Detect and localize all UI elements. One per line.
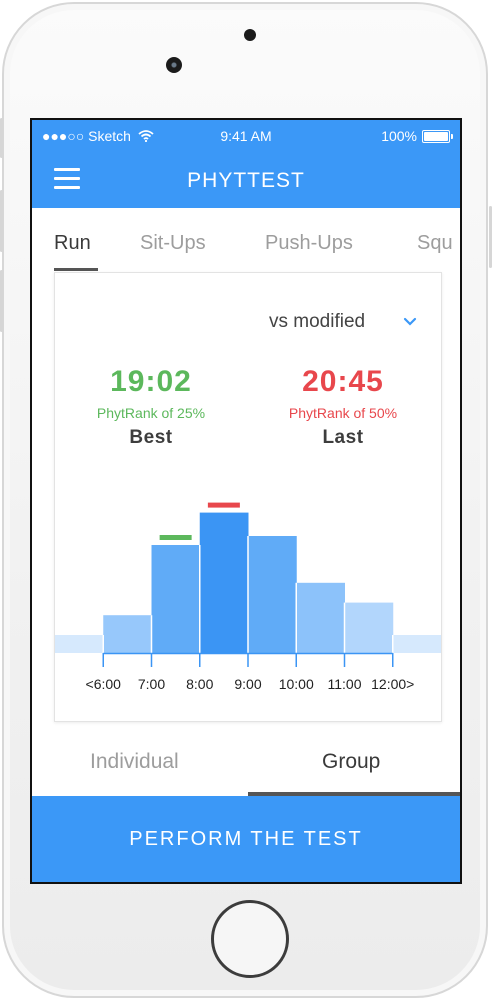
front-camera (166, 57, 182, 73)
histogram-bar (392, 635, 441, 653)
last-label: Last (322, 427, 364, 448)
hamburger-icon[interactable] (54, 168, 80, 190)
histogram-bar (103, 615, 152, 653)
perform-test-label: PERFORM THE TEST (129, 827, 363, 850)
exercise-tabs: Run Sit-Ups Push-Ups Squ (32, 208, 460, 272)
home-button[interactable] (211, 900, 289, 978)
results-card: vs modified 19:02 PhytRank of 25% Best 2… (54, 272, 442, 722)
x-tick-label: 12:00> (371, 676, 414, 692)
app-header: PHYTTEST (32, 154, 460, 208)
last-marker (207, 502, 240, 508)
tab-run[interactable]: Run (54, 232, 91, 254)
page-title: PHYTTEST (187, 169, 305, 192)
group-tab-indicator (248, 792, 460, 796)
x-tick-label: 10:00 (279, 676, 314, 692)
histogram-bar (296, 582, 345, 653)
last-result: 20:45 PhytRank of 50% Last (253, 365, 433, 449)
view-toggle: Individual Group (32, 720, 460, 796)
perform-test-button[interactable]: PERFORM THE TEST (32, 796, 460, 882)
tab-squats[interactable]: Squ (417, 232, 453, 254)
group-tab[interactable]: Group (322, 750, 381, 773)
histogram-bar (248, 536, 297, 653)
tab-push-ups[interactable]: Push-Ups (265, 232, 353, 254)
app-screen: ●●●○○ Sketch 9:41 AM 100% PHYTTEST Run S… (30, 118, 462, 884)
volume-up-button (0, 190, 3, 252)
status-bar: ●●●○○ Sketch 9:41 AM 100% (32, 120, 460, 154)
carrier-label: ●●●○○ Sketch (42, 128, 154, 144)
x-tick-label: 7:00 (138, 676, 165, 692)
x-tick-label: 11:00 (328, 676, 362, 692)
last-rank: PhytRank of 50% (288, 405, 398, 421)
histogram-bar (55, 635, 104, 653)
status-time: 9:41 AM (220, 128, 272, 144)
x-tick-label: 9:00 (234, 676, 261, 692)
battery-indicator: 100% (381, 128, 453, 144)
histogram-bar (199, 512, 249, 653)
speaker-dot (244, 29, 256, 41)
time-distribution-chart: <6:00 7:00 8:00 9:00 10:00 11:00 12:00> (55, 502, 441, 692)
best-rank: PhytRank of 25% (96, 405, 206, 421)
x-tick-label: 8:00 (186, 676, 213, 692)
mute-switch (0, 118, 3, 158)
tab-sit-ups[interactable]: Sit-Ups (140, 232, 206, 254)
x-tick-label: <6:00 (86, 676, 122, 692)
histogram-bar (151, 545, 201, 653)
power-button (489, 206, 492, 268)
histogram-bar (344, 602, 394, 653)
battery-percent: 100% (381, 128, 417, 144)
comparison-select[interactable]: vs modified (269, 311, 366, 332)
individual-tab[interactable]: Individual (90, 750, 179, 773)
best-marker (159, 535, 192, 540)
active-tab-indicator (54, 268, 98, 271)
battery-icon (422, 129, 453, 143)
best-label: Best (129, 427, 173, 448)
last-time: 20:45 (302, 365, 384, 398)
wifi-icon (138, 130, 154, 143)
best-result: 19:02 PhytRank of 25% Best (61, 365, 241, 449)
volume-down-button (0, 270, 3, 332)
chevron-down-icon[interactable] (403, 315, 417, 329)
best-time: 19:02 (110, 365, 192, 398)
